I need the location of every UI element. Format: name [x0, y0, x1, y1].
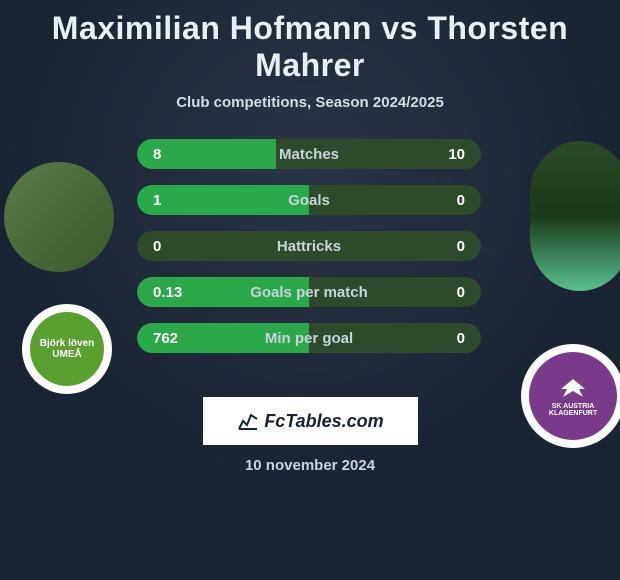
- player2-photo: [530, 141, 620, 291]
- stat-value-right: 0: [401, 284, 481, 301]
- eagle-icon: [553, 375, 593, 403]
- club-logo-text-right: SK AUSTRIA KLAGENFURT: [529, 352, 617, 440]
- stat-value-left: 762: [137, 330, 217, 347]
- stat-value-left: 1: [137, 192, 217, 209]
- club-logo-text-left: Björk löven UMEÅ: [30, 312, 104, 386]
- header: Maximilian Hofmann vs Thorsten Mahrer Cl…: [0, 0, 620, 111]
- player2-club-logo: SK AUSTRIA KLAGENFURT: [521, 344, 620, 448]
- stat-row: 0.13Goals per match0: [137, 277, 481, 307]
- stat-value-right: 0: [401, 330, 481, 347]
- stat-label: Min per goal: [217, 330, 401, 347]
- page-title: Maximilian Hofmann vs Thorsten Mahrer: [0, 10, 620, 84]
- stat-label: Goals per match: [217, 284, 401, 301]
- stat-value-right: 10: [401, 146, 481, 163]
- stat-value-right: 0: [401, 238, 481, 255]
- stat-value-left: 0: [137, 238, 217, 255]
- stat-value-left: 0.13: [137, 284, 217, 301]
- vs-text: vs: [381, 10, 418, 46]
- stats-container: 8Matches101Goals00Hattricks00.13Goals pe…: [137, 139, 481, 353]
- player1-club-logo: Björk löven UMEÅ: [22, 304, 112, 394]
- brand-badge: FcTables.com: [203, 397, 418, 445]
- stat-label: Matches: [217, 146, 401, 163]
- stat-row: 1Goals0: [137, 185, 481, 215]
- date-text: 10 november 2024: [0, 457, 620, 474]
- comparison-main: Björk löven UMEÅ SK AUSTRIA KLAGENFURT 8…: [0, 139, 620, 474]
- player1-photo: [4, 162, 114, 272]
- stat-value-right: 0: [401, 192, 481, 209]
- subtitle: Club competitions, Season 2024/2025: [0, 94, 620, 111]
- stat-row: 0Hattricks0: [137, 231, 481, 261]
- chart-icon: [236, 409, 260, 433]
- brand-text: FcTables.com: [264, 411, 383, 432]
- stat-label: Goals: [217, 192, 401, 209]
- stat-row: 762Min per goal0: [137, 323, 481, 353]
- player1-name: Maximilian Hofmann: [52, 10, 372, 46]
- stat-value-left: 8: [137, 146, 217, 163]
- stat-label: Hattricks: [217, 238, 401, 255]
- stat-row: 8Matches10: [137, 139, 481, 169]
